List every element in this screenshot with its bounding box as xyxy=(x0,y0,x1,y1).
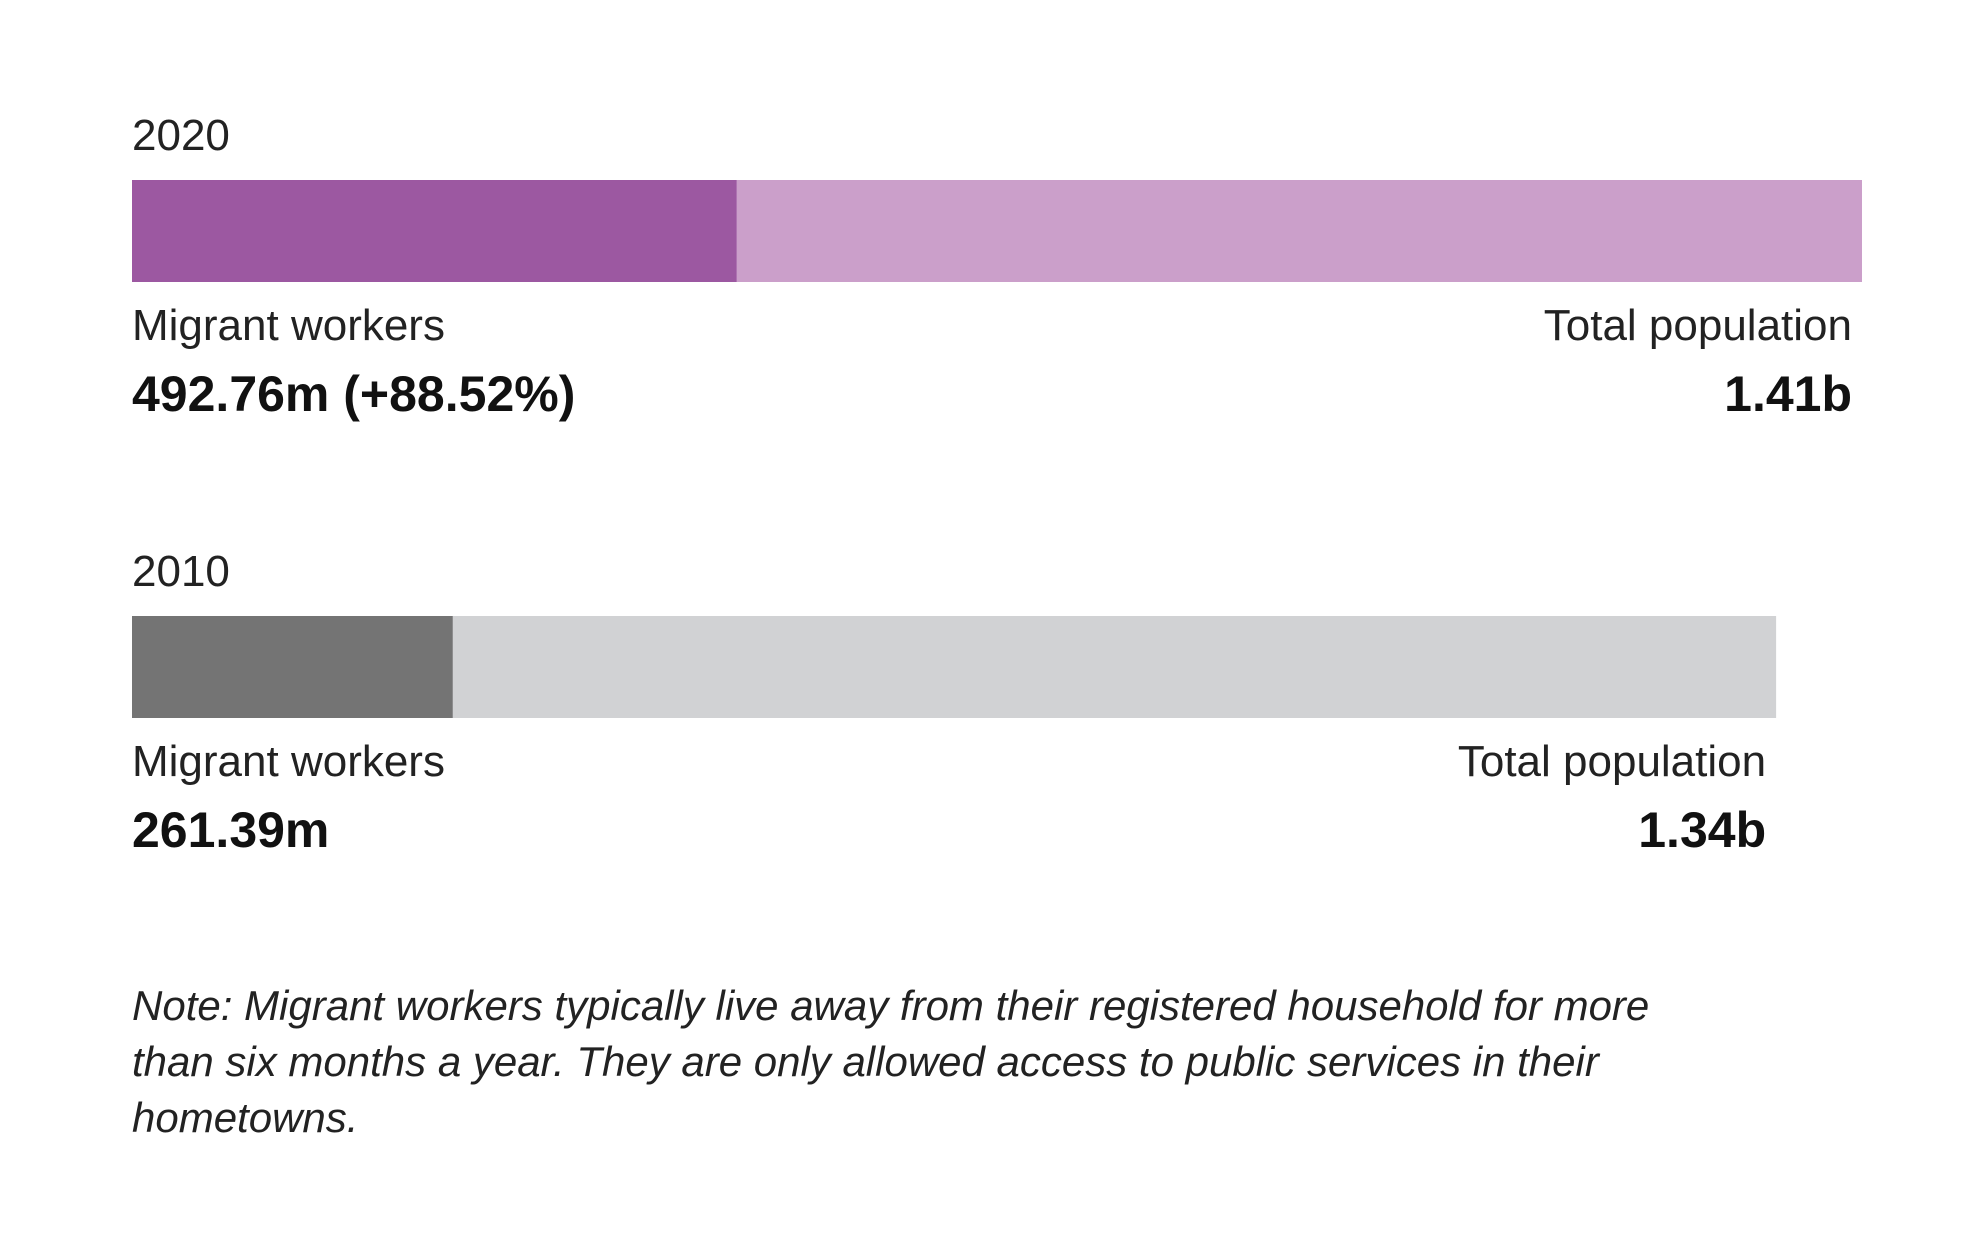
year-label-2020: 2020 xyxy=(132,111,230,160)
total-population-value-2020: 1.41b xyxy=(1724,366,1852,422)
migrant-workers-bar-2010 xyxy=(132,616,453,718)
migrant-workers-bar-2020 xyxy=(132,180,737,282)
year-label-2010: 2010 xyxy=(132,547,230,596)
migrant-workers-label-2020: Migrant workers xyxy=(132,301,445,350)
total-population-value-2010: 1.34b xyxy=(1638,802,1766,858)
migrant-workers-value-2020: 492.76m (+88.52%) xyxy=(132,366,575,422)
chart-note: Note: Migrant workers typically live awa… xyxy=(132,982,1650,1141)
migrant-workers-label-2010: Migrant workers xyxy=(132,737,445,786)
migrant-workers-value-2010: 261.39m xyxy=(132,802,329,858)
total-population-label-2020: Total population xyxy=(1544,301,1852,350)
total-population-label-2010: Total population xyxy=(1458,737,1766,786)
